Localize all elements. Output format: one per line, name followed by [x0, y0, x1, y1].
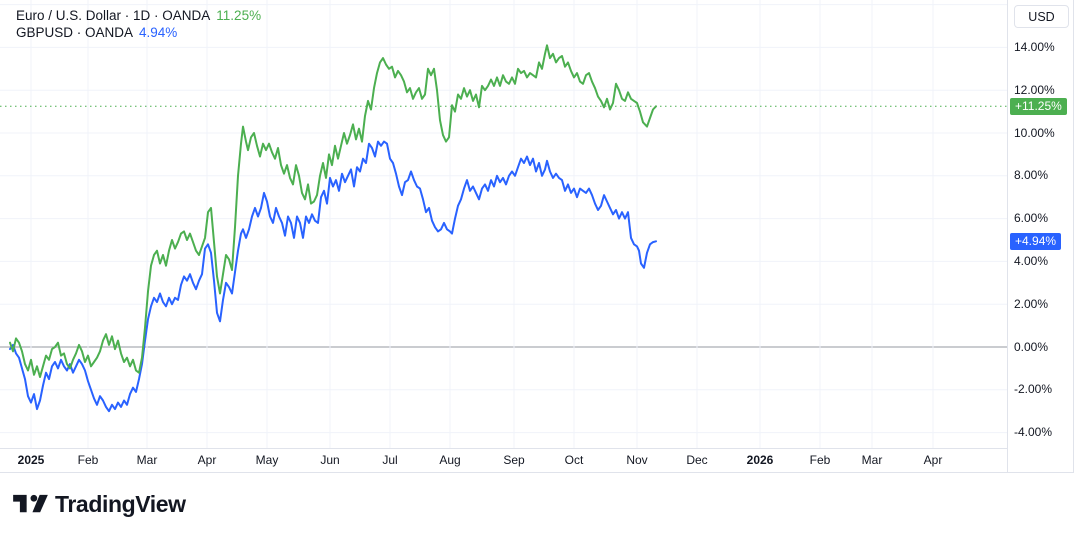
time-axis-label: Mar: [136, 453, 158, 467]
currency-unit-button[interactable]: USD: [1014, 5, 1069, 28]
legend-change-eurusd: 11.25%: [216, 8, 262, 23]
price-axis-label: 6.00%: [1014, 211, 1049, 226]
price-axis-label: -2.00%: [1014, 382, 1053, 397]
time-axis-label: Apr: [923, 453, 943, 467]
time-axis-label: Mar: [861, 453, 883, 467]
legend-symbol-gbpusd[interactable]: GBPUSD · OANDA: [16, 25, 134, 40]
series-line-eurusd: [9, 44, 657, 378]
tradingview-logo[interactable]: TradingView: [13, 491, 186, 518]
time-axis-label: Jun: [320, 453, 340, 467]
chart-plot-area[interactable]: Euro / U.S. Dollar · 1D · OANDA 11.25% GB…: [0, 0, 1007, 448]
price-axis-label: 10.00%: [1014, 125, 1055, 140]
time-axis-label: Feb: [809, 453, 831, 467]
price-axis-label: 2.00%: [1014, 296, 1049, 311]
time-axis-label: Nov: [626, 453, 648, 467]
time-axis-label: Dec: [686, 453, 708, 467]
time-axis-label: May: [255, 453, 279, 467]
last-price-badge: +11.25%: [1010, 97, 1067, 115]
legend: Euro / U.S. Dollar · 1D · OANDA 11.25% GB…: [16, 7, 261, 41]
series-line-gbpusd: [9, 140, 657, 413]
time-axis-label: Apr: [197, 453, 217, 467]
price-chart-canvas[interactable]: [0, 0, 1007, 448]
last-price-badge: +4.94%: [1010, 232, 1062, 250]
price-axis-label: -4.00%: [1014, 425, 1053, 440]
time-axis-label: Jul: [382, 453, 398, 467]
price-axis-label: 0.00%: [1014, 339, 1049, 354]
price-axis-label: 14.00%: [1014, 39, 1055, 54]
price-axis[interactable]: USD 14.00% 12.00% 10.00% 8.00% 6.00% 4.00% 2.0…: [1007, 0, 1074, 473]
tradingview-logo-icon: [13, 494, 48, 513]
time-axis-label: 2025: [17, 453, 45, 467]
legend-symbol-eurusd[interactable]: Euro / U.S. Dollar · 1D · OANDA: [16, 8, 211, 23]
price-axis-label: 4.00%: [1014, 253, 1049, 268]
time-axis-label: Oct: [564, 453, 584, 467]
price-axis-label: 12.00%: [1014, 82, 1055, 97]
time-axis[interactable]: 2025 Feb Mar Apr May Jun Jul Aug Sep Oct Nov Dec 202…: [0, 448, 1007, 473]
time-axis-label: Aug: [439, 453, 461, 467]
time-axis-label: Sep: [503, 453, 525, 467]
legend-row-gbpusd[interactable]: GBPUSD · OANDA 4.94%: [16, 24, 261, 41]
time-axis-label: Feb: [77, 453, 99, 467]
tradingview-logo-text: TradingView: [55, 491, 186, 517]
legend-change-gbpusd: 4.94%: [139, 25, 178, 40]
time-axis-label: 2026: [746, 453, 774, 467]
legend-row-eurusd[interactable]: Euro / U.S. Dollar · 1D · OANDA 11.25%: [16, 7, 261, 24]
price-axis-label: 8.00%: [1014, 168, 1049, 183]
